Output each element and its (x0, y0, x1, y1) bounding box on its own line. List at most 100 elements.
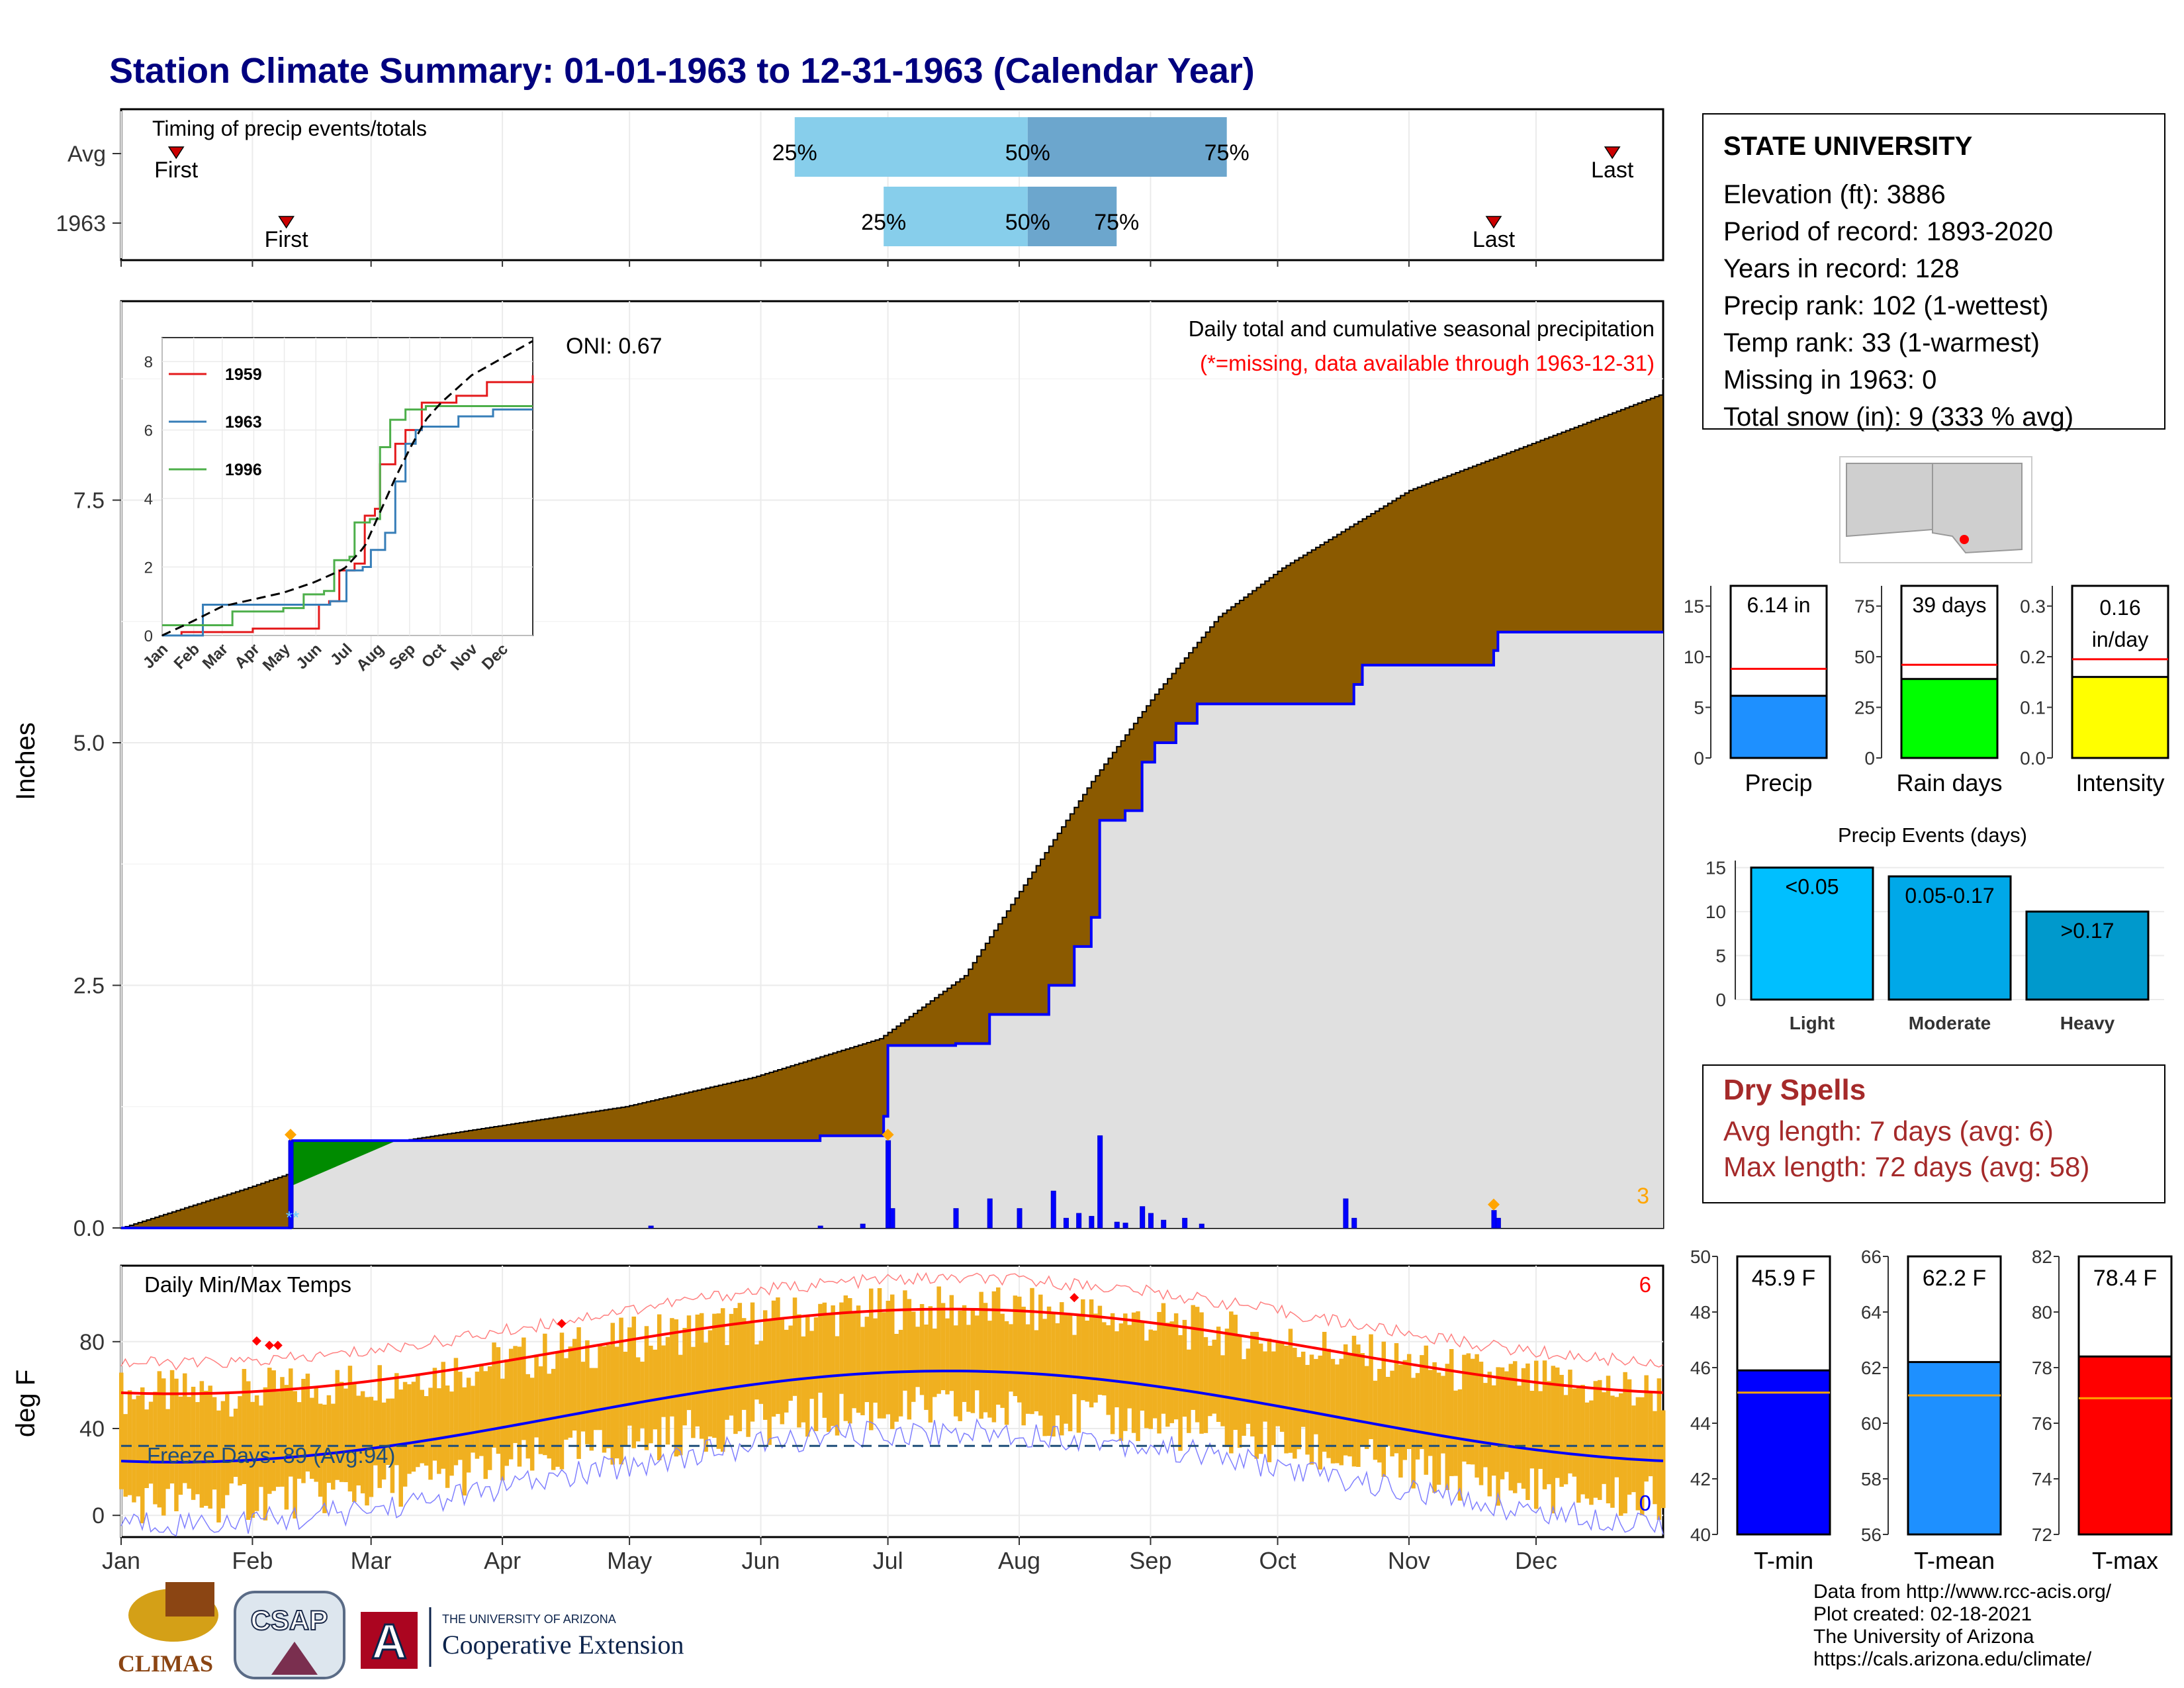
temp-daily-bar (402, 1382, 408, 1487)
temp-daily-bar (148, 1401, 154, 1484)
temp-daily-bar (1525, 1363, 1530, 1501)
dry-spells-max: Max length: 72 days (avg: 58) (1723, 1151, 2090, 1182)
temp-daily-bar (339, 1382, 344, 1482)
map-state-az (1846, 463, 1933, 538)
temp-daily-bar (1547, 1381, 1551, 1485)
temp-daily-bar (1085, 1321, 1089, 1402)
tbar-ytick: 80 (2032, 1302, 2052, 1323)
inset-legend-label: 1963 (225, 413, 262, 432)
temp-daily-bar (1462, 1354, 1467, 1462)
temp-daily-bar (1487, 1372, 1492, 1497)
temp-daily-bar (165, 1409, 170, 1489)
temp-daily-bar (1046, 1306, 1052, 1436)
mini-ytick: 5 (1694, 698, 1704, 718)
temp-daily-bar (1551, 1366, 1556, 1514)
mini-ytick: 0.0 (2020, 748, 2046, 769)
temp-daily-bar (1360, 1353, 1365, 1446)
temp-daily-bar (1203, 1336, 1208, 1433)
temp-daily-bar (1351, 1335, 1357, 1467)
temp-daily-bar (458, 1372, 463, 1460)
temp-daily-bar (856, 1305, 861, 1413)
temp-daily-bar (1343, 1344, 1348, 1456)
station-location-marker (1960, 535, 1969, 544)
temp-daily-bar (890, 1294, 895, 1429)
temp-daily-bar (314, 1386, 318, 1482)
temp-daily-bar (1068, 1314, 1073, 1432)
temp-daily-bar (1504, 1371, 1509, 1472)
temp-daily-bar (1072, 1335, 1077, 1395)
events-bar (1750, 867, 1874, 1001)
temp-daily-bar (1097, 1305, 1103, 1395)
temp-daily-bar (1220, 1355, 1225, 1427)
temp-daily-bar (610, 1323, 615, 1465)
daily-precip-bar (648, 1225, 654, 1229)
temp-daily-bar (657, 1314, 662, 1461)
timing-marker-label: Last (1591, 158, 1634, 183)
temp-daily-bar (704, 1342, 708, 1452)
timing-marker (1485, 216, 1502, 229)
temp-daily-bar (1199, 1312, 1204, 1434)
temp-daily-bar (453, 1358, 459, 1466)
map-state-nm (1932, 463, 2023, 554)
credit-line: Plot created: 02-18-2021 (1813, 1603, 2032, 1625)
temp-daily-bar (233, 1409, 238, 1477)
temp-daily-bar (1572, 1388, 1577, 1477)
temp-daily-bar (534, 1356, 539, 1438)
temp-daily-bar (924, 1324, 929, 1410)
temp-daily-bar (1593, 1381, 1598, 1498)
tbar-ytick: 72 (2032, 1524, 2052, 1545)
daily-precip-bar (1148, 1213, 1154, 1229)
record-marker (1069, 1293, 1079, 1303)
temp-daily-bar (1584, 1402, 1590, 1499)
tbar-ytick: 56 (1861, 1524, 1882, 1545)
temp-daily-bar (987, 1321, 992, 1418)
temp-daily-bar (119, 1372, 124, 1489)
temp-daily-bar (1009, 1324, 1013, 1392)
temp-daily-bar (1224, 1329, 1230, 1447)
temp-daily-bar (225, 1393, 230, 1495)
temp-daily-bar (860, 1327, 865, 1415)
temp-daily-bar (1453, 1390, 1458, 1476)
station-precip-rank: Precip rank: 102 (1-wettest) (1723, 291, 2049, 320)
temp-daily-bar (398, 1389, 403, 1507)
mini-bar (1729, 694, 1828, 759)
temp-daily-bar (695, 1314, 700, 1427)
temp-daily-bar (216, 1410, 221, 1523)
temp-daily-bar (1424, 1345, 1429, 1475)
precip-count-label: 3 (1637, 1184, 1649, 1209)
precip-ytick-label: 5.0 (73, 731, 105, 756)
tbar-ytick: 62 (1861, 1358, 1882, 1378)
mini-ytick: 0.2 (2020, 647, 2046, 667)
temp-daily-bar (1618, 1393, 1623, 1516)
temp-ylabel: deg F (11, 1370, 40, 1437)
temp-daily-bar (483, 1371, 488, 1479)
tbar-category-label: T-mean (1914, 1547, 1995, 1574)
temp-daily-bar (504, 1359, 509, 1466)
events-title: Precip Events (days) (1838, 823, 2027, 847)
mini-value-label: 39 days (1912, 593, 1986, 617)
tbar-ytick: 58 (1861, 1469, 1882, 1489)
snow-marker: ** (286, 1207, 299, 1227)
temp-daily-bar (1025, 1324, 1030, 1414)
temp-daily-bar (877, 1288, 882, 1419)
temp-daily-bar (1428, 1370, 1433, 1456)
temp-daily-bar (1055, 1323, 1060, 1416)
temp-daily-bar (1326, 1348, 1331, 1458)
mini-value-label: 0.16 (2099, 596, 2140, 620)
climas-logo-block (165, 1582, 214, 1617)
daily-precip-bar (288, 1140, 294, 1229)
temp-daily-bar (1208, 1345, 1212, 1417)
temp-daily-bar (1178, 1335, 1183, 1451)
timing-box-high (1027, 117, 1227, 177)
temp-daily-bar (140, 1387, 145, 1524)
temp-daily-bar (674, 1319, 679, 1457)
temp-daily-bar (441, 1362, 445, 1469)
tbar-ytick: 66 (1861, 1246, 1882, 1267)
temp-daily-bar (1165, 1323, 1170, 1427)
temp-daily-bar (699, 1313, 704, 1439)
year-cumulative-area (121, 632, 1663, 1228)
timing-marker (167, 146, 185, 160)
mini-ytick: 75 (1854, 596, 1875, 617)
temp-daily-bar (183, 1373, 187, 1483)
temp-daily-bar (238, 1396, 242, 1486)
